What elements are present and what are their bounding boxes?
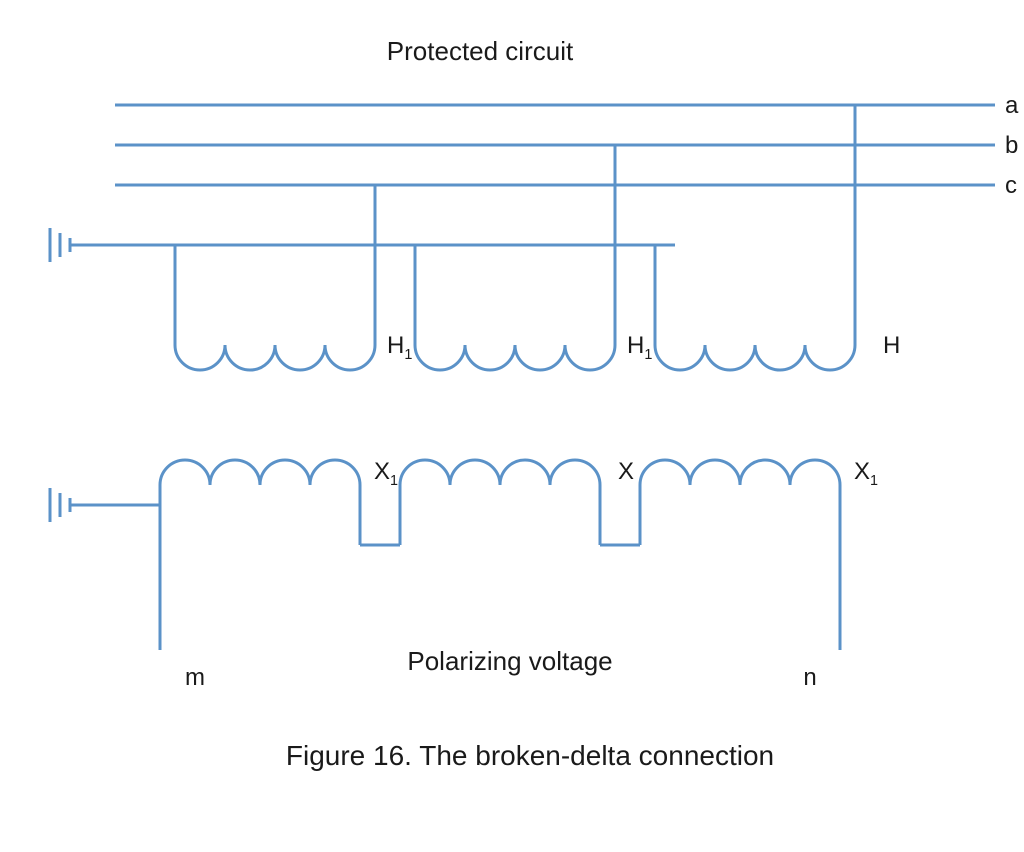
- title-polarizing-voltage: Polarizing voltage: [407, 646, 612, 676]
- ground-primary: [50, 228, 110, 262]
- secondary-coil-1: [400, 460, 600, 485]
- secondary-coil-0: [160, 460, 360, 485]
- label-H-1: H1: [627, 332, 652, 363]
- label-phase-b: b: [1005, 132, 1018, 159]
- ground-secondary: [50, 488, 145, 522]
- secondary-coil-2: [640, 460, 840, 485]
- label-terminal-n: n: [803, 664, 816, 691]
- label-H-2: H: [883, 332, 900, 359]
- label-X-0: X1: [374, 458, 398, 489]
- label-phase-a: a: [1005, 92, 1019, 119]
- primary-coil-0: [175, 345, 375, 370]
- primary-coil-2: [655, 345, 855, 370]
- label-phase-c: c: [1005, 172, 1017, 199]
- label-X-1: X: [618, 458, 634, 485]
- label-X-2: X1: [854, 458, 878, 489]
- title-protected-circuit: Protected circuit: [387, 36, 574, 66]
- primary-coil-1: [415, 345, 615, 370]
- broken-delta-diagram: Protected circuit abc H1 H1 H X1 X X1 m n Polarizi…: [20, 20, 1024, 832]
- figure-caption: Figure 16. The broken-delta connection: [286, 740, 774, 771]
- label-H-0: H1: [387, 332, 412, 363]
- label-terminal-m: m: [185, 664, 205, 691]
